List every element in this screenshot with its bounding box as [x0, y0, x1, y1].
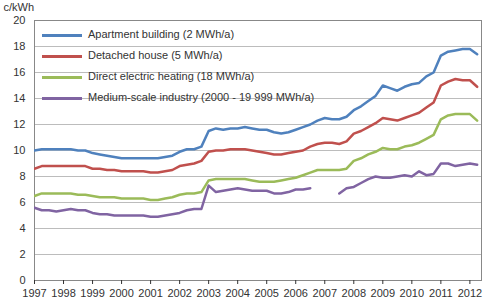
svg-text:2001: 2001 [138, 287, 162, 299]
svg-text:2003: 2003 [196, 287, 220, 299]
svg-text:8: 8 [19, 170, 25, 182]
svg-text:2007: 2007 [313, 287, 337, 299]
svg-text:2: 2 [19, 248, 25, 260]
svg-text:2012: 2012 [458, 287, 482, 299]
html-text:Medium-scale industry (2000 -: Medium-scale industry (2000 - 19 999 MWh… [88, 91, 315, 103]
svg-text:0: 0 [19, 274, 25, 286]
svg-text:1999: 1999 [80, 287, 104, 299]
svg-text:2006: 2006 [283, 287, 307, 299]
svg-text:10: 10 [13, 144, 25, 156]
svg-text:4: 4 [19, 222, 25, 234]
svg-text:6: 6 [19, 196, 25, 208]
svg-text:2004: 2004 [225, 287, 249, 299]
html-text:Detached house (5 MWh/a): Detached house (5 MWh/a) [88, 49, 223, 61]
html-text:Direct electric heating (18 MW: Direct electric heating (18 MWh/a) [88, 70, 255, 82]
svg-text:18: 18 [13, 40, 25, 52]
svg-text:1998: 1998 [51, 287, 75, 299]
svg-text:16: 16 [13, 66, 25, 78]
svg-text:2002: 2002 [167, 287, 191, 299]
svg-text:1997: 1997 [22, 287, 46, 299]
svg-text:12: 12 [13, 118, 25, 130]
svg-text:14: 14 [13, 92, 25, 104]
svg-text:20: 20 [13, 14, 25, 26]
svg-text:2000: 2000 [109, 287, 133, 299]
svg-text:2010: 2010 [400, 287, 424, 299]
svg-text:2005: 2005 [254, 287, 278, 299]
html-text:Apartment building (2 MWh/a): Apartment building (2 MWh/a) [88, 28, 235, 40]
svg-text:2009: 2009 [371, 287, 395, 299]
svg-text:2008: 2008 [342, 287, 366, 299]
svg-text:c/kWh: c/kWh [4, 1, 35, 13]
svg-text:2011: 2011 [429, 287, 453, 299]
